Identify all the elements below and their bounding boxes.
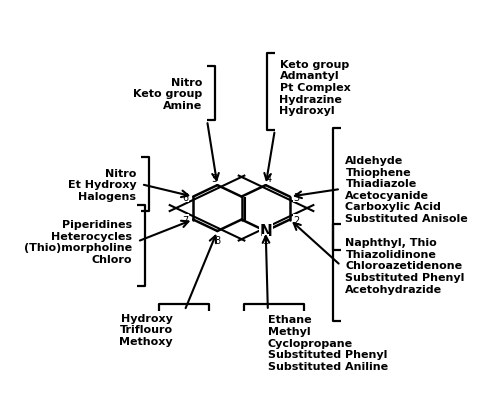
Text: 6: 6	[182, 192, 188, 202]
Text: Keto group
Admantyl
Pt Complex
Hydrazine
Hydroxyl: Keto group Admantyl Pt Complex Hydrazine…	[280, 59, 350, 116]
Text: 8: 8	[214, 235, 220, 245]
Text: Piperidines
Heterocycles
(Thio)morpholine
Chloro: Piperidines Heterocycles (Thio)morpholin…	[24, 220, 132, 264]
Text: 1: 1	[262, 235, 268, 245]
Text: 7: 7	[182, 215, 188, 225]
Text: N: N	[260, 223, 272, 238]
Text: Nitro
Keto group
Amine: Nitro Keto group Amine	[133, 78, 202, 111]
Text: 3: 3	[294, 192, 300, 202]
Text: Nitro
Et Hydroxy
Halogens: Nitro Et Hydroxy Halogens	[68, 168, 136, 201]
Text: Hydroxy
Triflouro
Methoxy: Hydroxy Triflouro Methoxy	[120, 313, 173, 346]
Text: 5: 5	[211, 174, 218, 184]
Text: Ethane
Methyl
Cyclopropane
Substituted Phenyl
Substituted Aniline: Ethane Methyl Cyclopropane Substituted P…	[268, 315, 388, 371]
Text: 4: 4	[266, 174, 272, 184]
Text: Naphthyl, Thio
Thiazolidinone
Chloroazetidenone
Substituted Phenyl
Acetohydrazid: Naphthyl, Thio Thiazolidinone Chloroazet…	[346, 237, 465, 294]
Text: 2: 2	[294, 215, 300, 225]
Text: Aldehyde
Thiophene
Thiadiazole
Acetocyanide
Carboxylic Acid
Substituted Anisole: Aldehyde Thiophene Thiadiazole Acetocyan…	[346, 156, 468, 223]
